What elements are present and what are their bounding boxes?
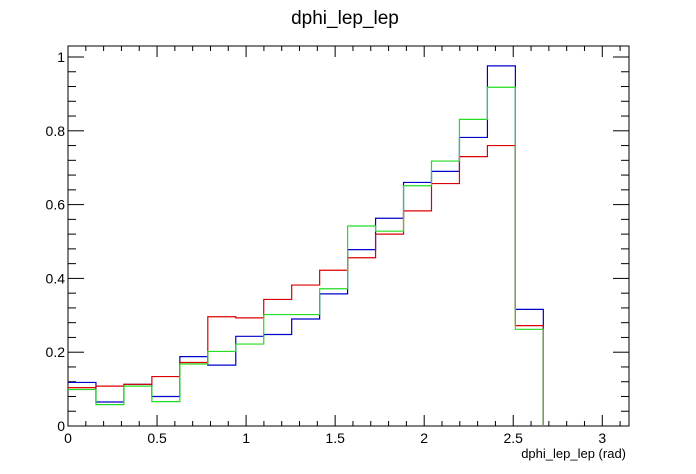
y-tick-label: 0.8 <box>46 123 66 139</box>
y-tick-label: 0.6 <box>46 197 66 213</box>
series-group <box>68 65 544 426</box>
series-1-line <box>68 144 544 426</box>
series-1 <box>68 144 544 426</box>
axes: 0 0.5 1 1.5 2 2.5 3 0 0.2 0.4 0.6 0.8 1 <box>46 46 629 446</box>
x-tick-label: 0 <box>64 430 72 446</box>
plot-frame <box>67 45 630 427</box>
x-tick-label: 2.5 <box>504 430 524 446</box>
x-tick-label: 2 <box>420 430 428 446</box>
series-2-line <box>68 86 544 426</box>
y-tick-label: 0.2 <box>46 344 66 360</box>
series-2 <box>68 86 544 426</box>
x-tick-label: 1.5 <box>325 430 345 446</box>
x-tick-label: 1 <box>242 430 250 446</box>
x-tick-label: 3 <box>598 430 606 446</box>
x-tick-label: 0.5 <box>147 430 167 446</box>
y-tick-label: 0.4 <box>46 270 66 286</box>
y-tick-label: 1 <box>57 49 65 65</box>
x-axis-label: dphi_lep_lep (rad) <box>521 446 626 461</box>
y-tick-label: 0 <box>57 418 65 434</box>
chart-title: dphi_lep_lep <box>291 8 399 29</box>
